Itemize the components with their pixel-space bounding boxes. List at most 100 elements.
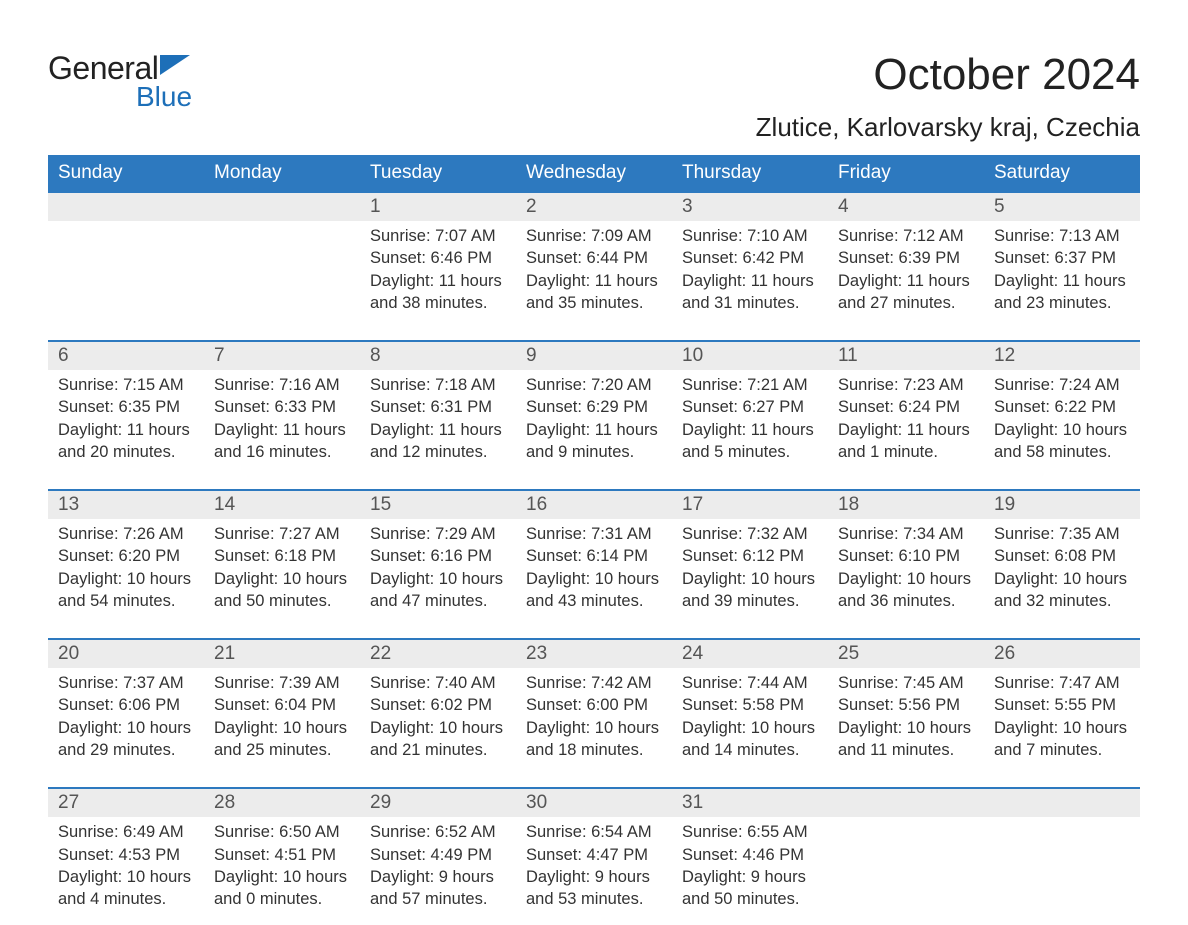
daylight-line: Daylight: 10 hours and 50 minutes. bbox=[214, 568, 350, 613]
day-content-cell: Sunrise: 6:55 AMSunset: 4:46 PMDaylight:… bbox=[672, 817, 828, 925]
weekday-header: Thursday bbox=[672, 155, 828, 192]
sunset-line: Sunset: 6:29 PM bbox=[526, 396, 662, 418]
location: Zlutice, Karlovarsky kraj, Czechia bbox=[756, 112, 1140, 143]
daylight-line: Daylight: 9 hours and 50 minutes. bbox=[682, 866, 818, 911]
logo: General Blue bbox=[48, 50, 192, 113]
daylight-line: Daylight: 11 hours and 9 minutes. bbox=[526, 419, 662, 464]
sunset-line: Sunset: 6:24 PM bbox=[838, 396, 974, 418]
sunset-line: Sunset: 6:22 PM bbox=[994, 396, 1130, 418]
day-content-row: Sunrise: 7:26 AMSunset: 6:20 PMDaylight:… bbox=[48, 519, 1140, 639]
daylight-line: Daylight: 10 hours and 43 minutes. bbox=[526, 568, 662, 613]
day-number-cell: 9 bbox=[516, 341, 672, 370]
daylight-line: Daylight: 10 hours and 39 minutes. bbox=[682, 568, 818, 613]
day-content-row: Sunrise: 7:07 AMSunset: 6:46 PMDaylight:… bbox=[48, 221, 1140, 341]
daylight-line: Daylight: 10 hours and 25 minutes. bbox=[214, 717, 350, 762]
daylight-line: Daylight: 10 hours and 54 minutes. bbox=[58, 568, 194, 613]
day-number-cell: 18 bbox=[828, 490, 984, 519]
day-number-cell bbox=[984, 788, 1140, 817]
sunrise-line: Sunrise: 7:18 AM bbox=[370, 374, 506, 396]
day-content-cell bbox=[48, 221, 204, 341]
day-number-cell: 8 bbox=[360, 341, 516, 370]
day-number-cell: 22 bbox=[360, 639, 516, 668]
sunrise-line: Sunrise: 7:40 AM bbox=[370, 672, 506, 694]
sunrise-line: Sunrise: 7:44 AM bbox=[682, 672, 818, 694]
day-content-cell: Sunrise: 7:09 AMSunset: 6:44 PMDaylight:… bbox=[516, 221, 672, 341]
weekday-header: Tuesday bbox=[360, 155, 516, 192]
sunrise-line: Sunrise: 7:45 AM bbox=[838, 672, 974, 694]
day-content-cell bbox=[204, 221, 360, 341]
day-content-row: Sunrise: 7:37 AMSunset: 6:06 PMDaylight:… bbox=[48, 668, 1140, 788]
weekday-header: Saturday bbox=[984, 155, 1140, 192]
day-content-cell: Sunrise: 7:10 AMSunset: 6:42 PMDaylight:… bbox=[672, 221, 828, 341]
day-number-cell: 26 bbox=[984, 639, 1140, 668]
sunset-line: Sunset: 4:47 PM bbox=[526, 844, 662, 866]
sunset-line: Sunset: 6:27 PM bbox=[682, 396, 818, 418]
sunset-line: Sunset: 6:44 PM bbox=[526, 247, 662, 269]
daylight-line: Daylight: 9 hours and 53 minutes. bbox=[526, 866, 662, 911]
day-number-row: 2728293031 bbox=[48, 788, 1140, 817]
day-number-cell: 30 bbox=[516, 788, 672, 817]
sunset-line: Sunset: 6:10 PM bbox=[838, 545, 974, 567]
day-content-cell: Sunrise: 7:18 AMSunset: 6:31 PMDaylight:… bbox=[360, 370, 516, 490]
daylight-line: Daylight: 10 hours and 14 minutes. bbox=[682, 717, 818, 762]
sunset-line: Sunset: 6:39 PM bbox=[838, 247, 974, 269]
sunset-line: Sunset: 6:20 PM bbox=[58, 545, 194, 567]
day-content-cell: Sunrise: 7:21 AMSunset: 6:27 PMDaylight:… bbox=[672, 370, 828, 490]
sunrise-line: Sunrise: 7:27 AM bbox=[214, 523, 350, 545]
sunrise-line: Sunrise: 7:39 AM bbox=[214, 672, 350, 694]
day-number-cell: 17 bbox=[672, 490, 828, 519]
sunrise-line: Sunrise: 7:23 AM bbox=[838, 374, 974, 396]
sunset-line: Sunset: 6:42 PM bbox=[682, 247, 818, 269]
daylight-line: Daylight: 11 hours and 20 minutes. bbox=[58, 419, 194, 464]
daylight-line: Daylight: 11 hours and 31 minutes. bbox=[682, 270, 818, 315]
daylight-line: Daylight: 10 hours and 29 minutes. bbox=[58, 717, 194, 762]
weekday-header-row: Sunday Monday Tuesday Wednesday Thursday… bbox=[48, 155, 1140, 192]
day-content-cell: Sunrise: 7:34 AMSunset: 6:10 PMDaylight:… bbox=[828, 519, 984, 639]
sunset-line: Sunset: 6:46 PM bbox=[370, 247, 506, 269]
day-content-cell: Sunrise: 7:15 AMSunset: 6:35 PMDaylight:… bbox=[48, 370, 204, 490]
logo-text-blue: Blue bbox=[136, 81, 192, 113]
sunset-line: Sunset: 6:16 PM bbox=[370, 545, 506, 567]
sunset-line: Sunset: 6:00 PM bbox=[526, 694, 662, 716]
sunrise-line: Sunrise: 6:49 AM bbox=[58, 821, 194, 843]
sunrise-line: Sunrise: 6:54 AM bbox=[526, 821, 662, 843]
day-content-cell: Sunrise: 7:12 AMSunset: 6:39 PMDaylight:… bbox=[828, 221, 984, 341]
sunrise-line: Sunrise: 7:10 AM bbox=[682, 225, 818, 247]
day-content-cell: Sunrise: 7:27 AMSunset: 6:18 PMDaylight:… bbox=[204, 519, 360, 639]
sunset-line: Sunset: 6:31 PM bbox=[370, 396, 506, 418]
daylight-line: Daylight: 11 hours and 27 minutes. bbox=[838, 270, 974, 315]
daylight-line: Daylight: 10 hours and 21 minutes. bbox=[370, 717, 506, 762]
day-content-cell: Sunrise: 7:32 AMSunset: 6:12 PMDaylight:… bbox=[672, 519, 828, 639]
month-title: October 2024 bbox=[756, 50, 1140, 100]
day-number-cell: 20 bbox=[48, 639, 204, 668]
sunset-line: Sunset: 4:49 PM bbox=[370, 844, 506, 866]
sunrise-line: Sunrise: 7:24 AM bbox=[994, 374, 1130, 396]
day-content-cell bbox=[984, 817, 1140, 925]
daylight-line: Daylight: 11 hours and 38 minutes. bbox=[370, 270, 506, 315]
day-number-cell: 25 bbox=[828, 639, 984, 668]
day-content-cell: Sunrise: 7:37 AMSunset: 6:06 PMDaylight:… bbox=[48, 668, 204, 788]
daylight-line: Daylight: 10 hours and 47 minutes. bbox=[370, 568, 506, 613]
day-content-cell: Sunrise: 7:42 AMSunset: 6:00 PMDaylight:… bbox=[516, 668, 672, 788]
sunrise-line: Sunrise: 7:16 AM bbox=[214, 374, 350, 396]
sunrise-line: Sunrise: 7:47 AM bbox=[994, 672, 1130, 694]
day-content-cell: Sunrise: 7:39 AMSunset: 6:04 PMDaylight:… bbox=[204, 668, 360, 788]
sunrise-line: Sunrise: 7:12 AM bbox=[838, 225, 974, 247]
day-number-cell bbox=[828, 788, 984, 817]
day-number-cell: 3 bbox=[672, 192, 828, 221]
day-content-cell: Sunrise: 6:52 AMSunset: 4:49 PMDaylight:… bbox=[360, 817, 516, 925]
day-number-cell: 21 bbox=[204, 639, 360, 668]
sunset-line: Sunset: 5:56 PM bbox=[838, 694, 974, 716]
flag-icon bbox=[160, 55, 190, 82]
day-number-cell: 7 bbox=[204, 341, 360, 370]
sunset-line: Sunset: 6:37 PM bbox=[994, 247, 1130, 269]
day-content-cell: Sunrise: 7:40 AMSunset: 6:02 PMDaylight:… bbox=[360, 668, 516, 788]
day-number-cell bbox=[204, 192, 360, 221]
day-content-cell: Sunrise: 7:23 AMSunset: 6:24 PMDaylight:… bbox=[828, 370, 984, 490]
daylight-line: Daylight: 9 hours and 57 minutes. bbox=[370, 866, 506, 911]
day-number-cell: 1 bbox=[360, 192, 516, 221]
day-number-cell: 2 bbox=[516, 192, 672, 221]
sunset-line: Sunset: 6:14 PM bbox=[526, 545, 662, 567]
day-content-cell: Sunrise: 7:35 AMSunset: 6:08 PMDaylight:… bbox=[984, 519, 1140, 639]
sunrise-line: Sunrise: 7:29 AM bbox=[370, 523, 506, 545]
